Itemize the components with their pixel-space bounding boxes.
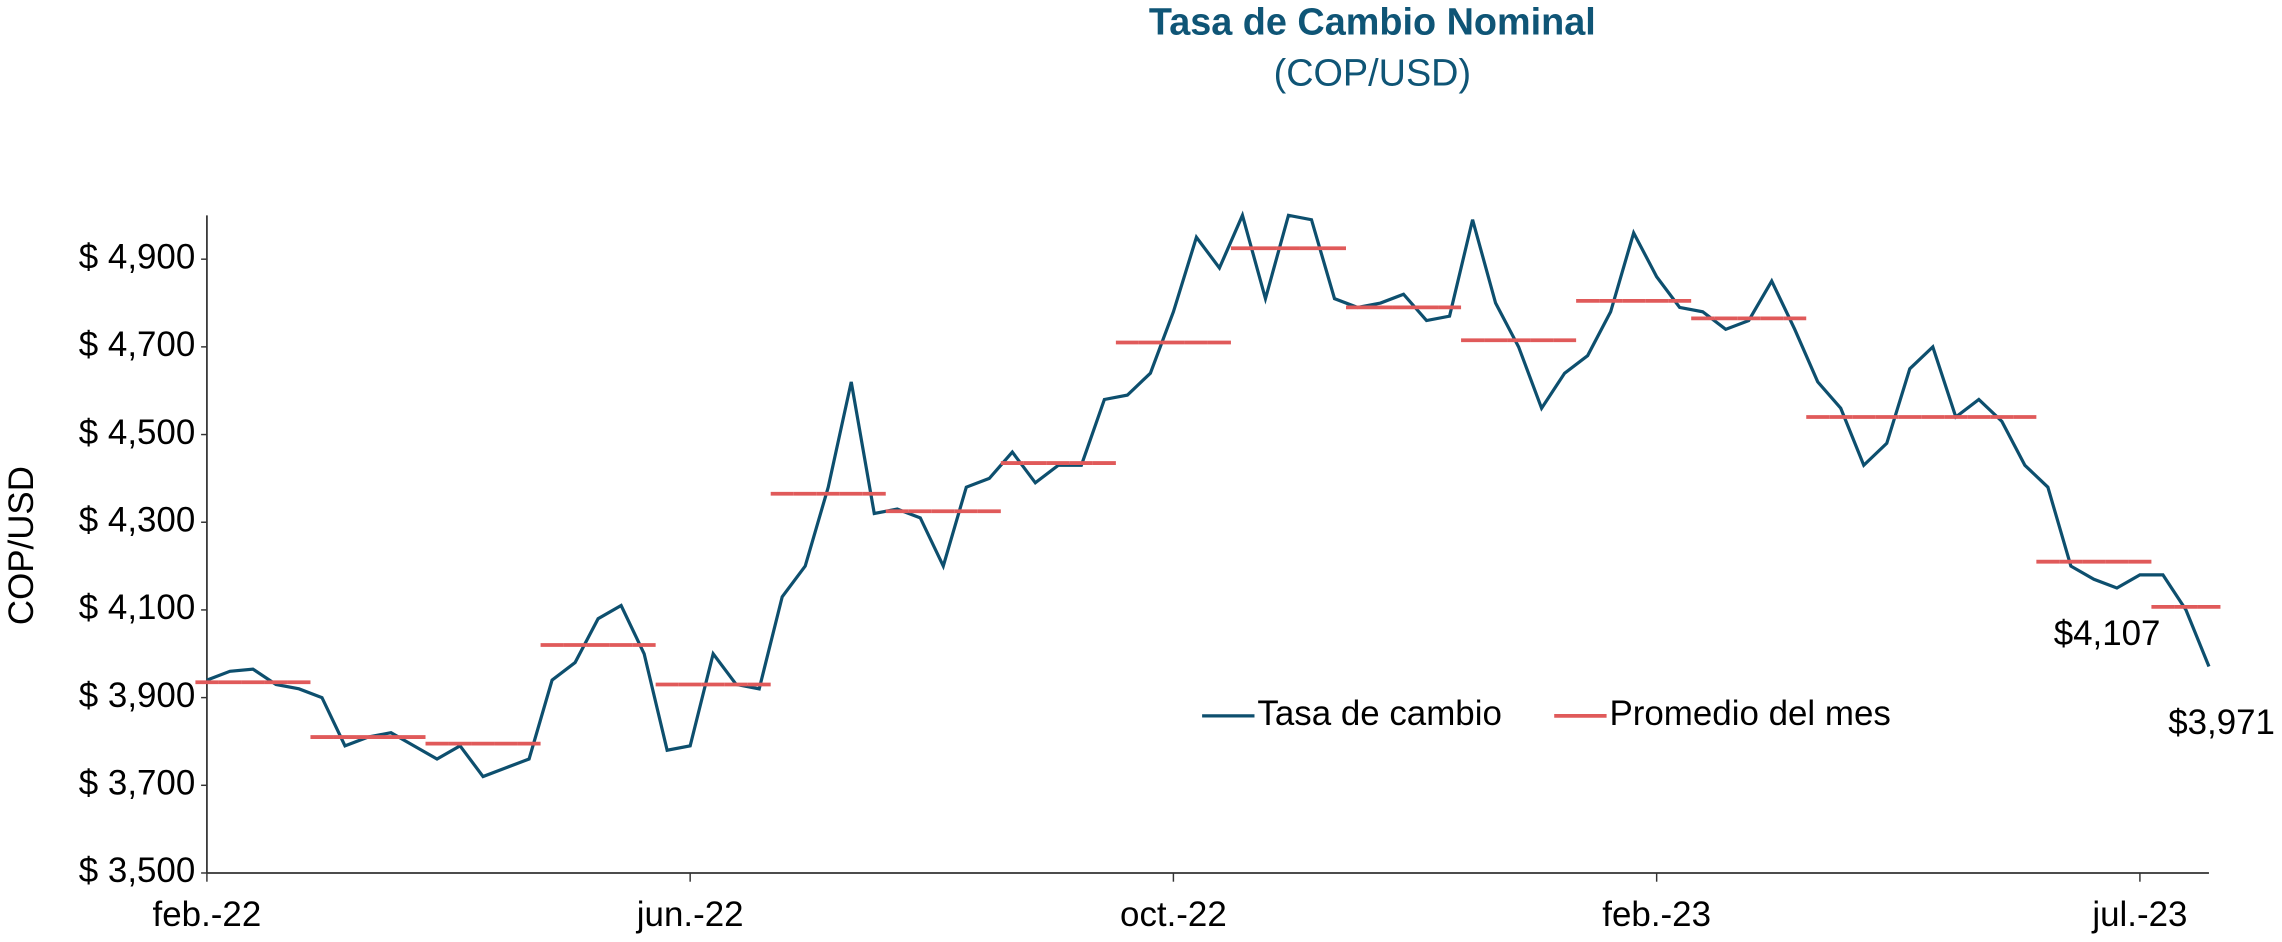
x-tick-label: jun.-22: [636, 895, 744, 934]
x-tick-label: feb.-22: [153, 895, 262, 934]
y-tick-label: $ 3,700: [79, 764, 195, 803]
x-tick-label: feb.-23: [1602, 895, 1711, 934]
data-label: $3,971: [2168, 703, 2275, 742]
y-tick-label: $ 3,900: [79, 676, 195, 715]
exchange-rate-line: [206, 210, 2211, 779]
y-tick-label: $ 4,900: [79, 237, 195, 276]
y-tick-label: $ 4,700: [79, 325, 195, 364]
x-tick-label: jul.-23: [2091, 895, 2187, 934]
legend-label: Tasa de cambio: [1257, 694, 1501, 733]
y-tick-label: $ 4,300: [79, 500, 195, 539]
y-axis-label: COP/USD: [2, 466, 41, 625]
data-label: $4,107: [2054, 614, 2161, 653]
y-tick-label: $ 4,100: [79, 588, 195, 627]
legend-label: Promedio del mes: [1610, 694, 1891, 733]
x-tick-label: oct.-22: [1120, 895, 1227, 934]
y-tick-label: $ 3,500: [79, 851, 195, 890]
chart-subtitle: (COP/USD): [1274, 53, 1471, 95]
y-tick-label: $ 4,500: [79, 413, 195, 452]
chart-title: Tasa de Cambio Nominal: [1149, 2, 1596, 44]
